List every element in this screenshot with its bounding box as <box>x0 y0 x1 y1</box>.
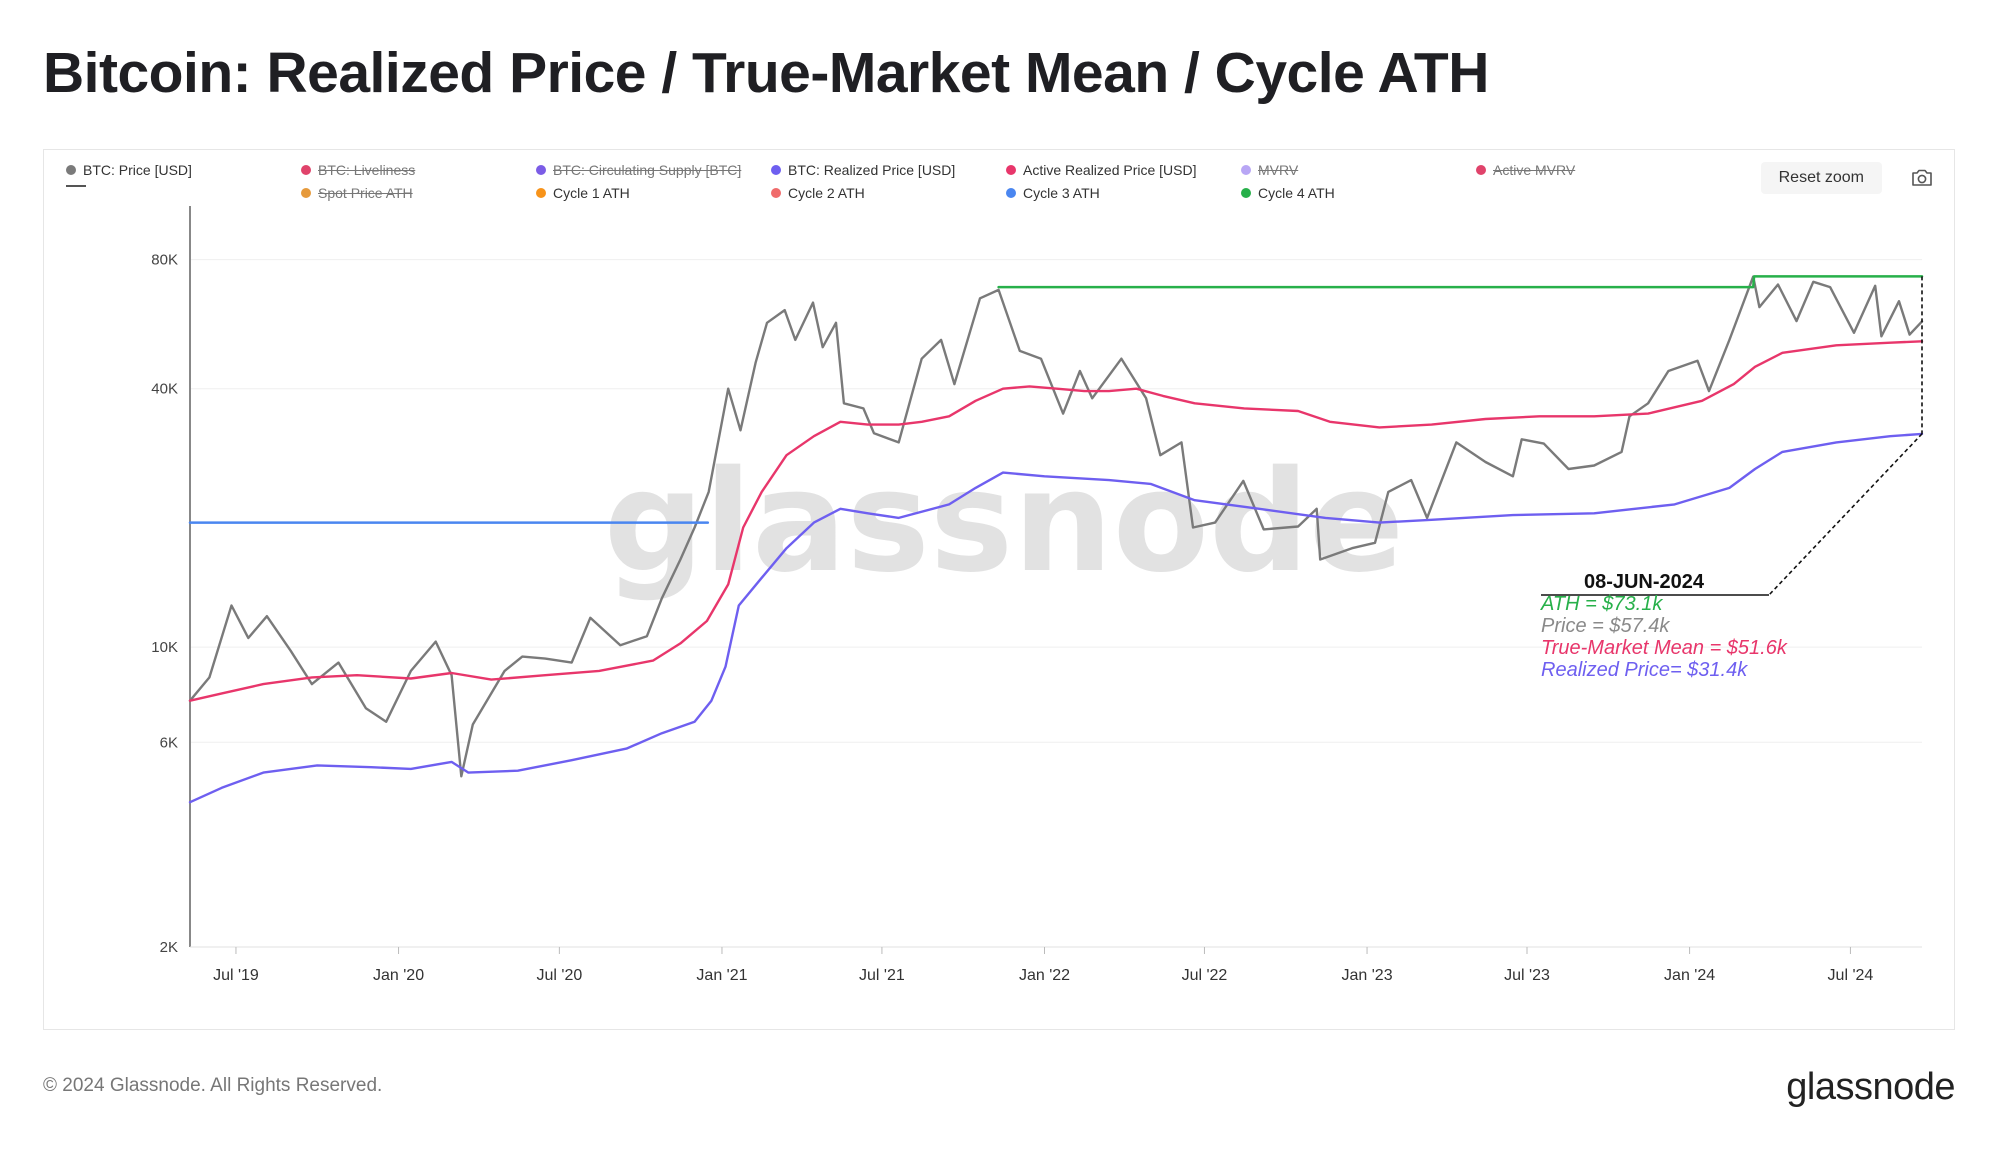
legend-label: Cycle 4 ATH <box>1258 185 1335 201</box>
legend-item[interactable]: BTC: Price [USD] <box>66 162 192 178</box>
x-tick-label: Jul '22 <box>1182 967 1228 984</box>
annotation-price: Price = $57.4k <box>1541 615 1670 637</box>
legend-label: BTC: Circulating Supply [BTC] <box>553 162 742 178</box>
chart-panel: BTC: Price [USD] BTC: Liveliness BTC: Circ… <box>43 149 1955 1030</box>
legend-item[interactable]: Active Realized Price [USD] <box>1006 162 1197 178</box>
legend-label: BTC: Price [USD] <box>83 162 192 178</box>
legend-label: Cycle 2 ATH <box>788 185 865 201</box>
legend-label: MVRV <box>1258 162 1299 178</box>
legend-dot-icon <box>536 165 546 175</box>
legend-dot-icon <box>301 165 311 175</box>
legend-dot-icon <box>1006 188 1016 198</box>
y-tick-label: 2K <box>160 939 178 956</box>
legend-label: Active Realized Price [USD] <box>1023 162 1197 178</box>
legend-item[interactable]: Cycle 3 ATH <box>1006 185 1100 201</box>
legend-dot-icon <box>1241 188 1251 198</box>
chart-area[interactable]: glassnode 2K 6K 10K 40K 80K Jul '19 Jan '20 Jul … <box>44 150 1954 1029</box>
legend-label: BTC: Realized Price [USD] <box>788 162 956 178</box>
x-tick-label: Jan '24 <box>1664 967 1715 984</box>
footer-logo: glassnode <box>1786 1066 1955 1108</box>
legend-dot-icon <box>771 188 781 198</box>
legend-item[interactable] <box>66 185 86 187</box>
x-tick-label: Jan '23 <box>1342 967 1393 984</box>
annotation-realized-price: Realized Price= $31.4k <box>1541 659 1748 681</box>
legend-item[interactable]: Spot Price ATH <box>301 185 413 201</box>
legend-item[interactable]: Cycle 2 ATH <box>771 185 865 201</box>
y-tick-label: 40K <box>151 381 178 398</box>
legend-dot-icon <box>1006 165 1016 175</box>
legend-dot-icon <box>1241 165 1251 175</box>
y-tick-label: 6K <box>160 734 178 751</box>
legend-dot-icon <box>771 165 781 175</box>
legend-item[interactable]: BTC: Circulating Supply [BTC] <box>536 162 741 178</box>
legend-item[interactable]: BTC: Liveliness <box>301 162 415 178</box>
annotation-leader-line <box>1768 433 1923 596</box>
legend-dot-icon <box>301 188 311 198</box>
legend-item[interactable]: Cycle 4 ATH <box>1241 185 1335 201</box>
x-tick-label: Jul '19 <box>213 967 259 984</box>
legend-label: Cycle 3 ATH <box>1023 185 1100 201</box>
footer-copyright: © 2024 Glassnode. All Rights Reserved. <box>43 1075 383 1096</box>
x-tick-label: Jul '24 <box>1828 967 1874 984</box>
x-tick-label: Jul '20 <box>537 967 583 984</box>
legend-dot-icon <box>536 188 546 198</box>
x-tick-label: Jan '20 <box>373 967 424 984</box>
legend-dot-icon <box>66 165 76 175</box>
legend-dot-icon <box>1476 165 1486 175</box>
x-tick-label: Jul '21 <box>859 967 905 984</box>
y-tick-label: 10K <box>151 639 178 656</box>
x-tick-label: Jul '23 <box>1504 967 1550 984</box>
page-title: Bitcoin: Realized Price / True-Market Me… <box>43 41 1489 105</box>
legend-label: Cycle 1 ATH <box>553 185 630 201</box>
legend-label: Spot Price ATH <box>318 185 413 201</box>
legend-item[interactable]: BTC: Realized Price [USD] <box>771 162 955 178</box>
series-line-btc-price-usd <box>188 275 1924 778</box>
legend-label: Active MVRV <box>1493 162 1576 178</box>
annotation-true-market-mean: True-Market Mean = $51.6k <box>1541 637 1788 659</box>
camera-icon[interactable] <box>1910 166 1934 190</box>
x-tick-label: Jan '22 <box>1019 967 1070 984</box>
y-tick-label: 80K <box>151 252 178 269</box>
annotation-date: 08-JUN-2024 <box>1584 571 1705 593</box>
reset-zoom-button[interactable]: Reset zoom <box>1760 162 1882 194</box>
legend-item[interactable]: MVRV <box>1241 162 1298 178</box>
series-line-cycle-4-ath <box>997 275 1924 289</box>
series-line-active-realized-price-usd <box>188 340 1924 702</box>
series-line-btc-realized-price-usd <box>188 432 1924 804</box>
chart-legend: BTC: Price [USD] BTC: Liveliness BTC: Circ… <box>66 162 1746 208</box>
annotation-ath: ATH = $73.1k <box>1540 593 1663 615</box>
legend-item[interactable]: Active MVRV <box>1476 162 1575 178</box>
legend-item[interactable]: Cycle 1 ATH <box>536 185 630 201</box>
x-tick-label: Jan '21 <box>696 967 747 984</box>
legend-line-icon <box>66 185 86 187</box>
watermark: glassnode <box>604 441 1404 604</box>
legend-label: BTC: Liveliness <box>318 162 416 178</box>
